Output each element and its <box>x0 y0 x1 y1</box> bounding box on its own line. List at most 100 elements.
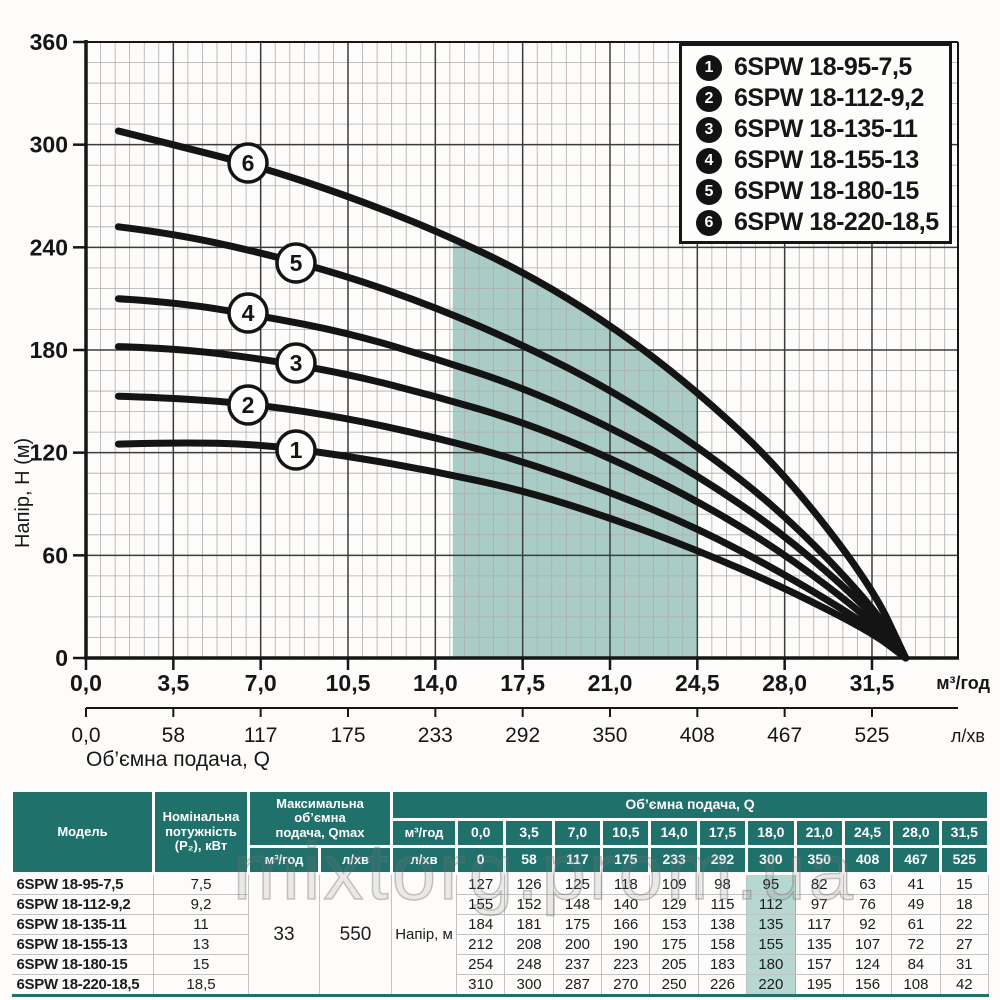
cell-qmax-lmin: 550 <box>318 873 393 996</box>
y-axis-title: Напір, H (м) <box>12 437 34 548</box>
cell-head-value: 140 <box>601 894 651 915</box>
cell-head-value: 82 <box>794 873 844 895</box>
x-tick-label-lmin: 292 <box>505 724 540 747</box>
curve-1 <box>114 439 910 662</box>
curve-3 <box>114 343 910 662</box>
legend-entry-2: 2 6SPW 18-112-9,2 <box>696 83 949 114</box>
x-tick-label-m3h: 21,0 <box>588 670 633 696</box>
header-flow-lmin-4: 233 <box>648 845 700 875</box>
svg-text:3: 3 <box>290 350 303 376</box>
cell-head-value: 42 <box>939 974 990 996</box>
x-tick-label-m3h: 24,5 <box>675 670 720 696</box>
cell-head-value: 31 <box>939 954 990 975</box>
cell-head-value: 180 <box>746 954 796 975</box>
cell-head-value: 138 <box>697 914 748 935</box>
cell-model: 6SPW 18-220-18,5 <box>11 974 154 996</box>
x-tick-label-m3h: 17,5 <box>500 670 545 696</box>
spec-table: Модель Номінальна потужність (P₂), кВт Макси… <box>10 789 991 997</box>
y-tick-label: 0 <box>55 645 68 671</box>
header-flow-m3h-1: 3,5 <box>503 818 555 848</box>
legend-label: 6SPW 18-220-18,5 <box>734 208 939 236</box>
cell-model: 6SPW 18-95-7,5 <box>11 873 154 895</box>
cell-head-value: 248 <box>504 954 554 975</box>
cell-head-value: 166 <box>601 914 651 935</box>
header-qmax-unit-m3h: м³/год <box>247 845 321 875</box>
x-tick-label-m3h: 3,5 <box>157 670 189 696</box>
pump-curves: 6 5 4 3 2 1 <box>114 127 910 662</box>
cell-head-value: 49 <box>891 894 941 915</box>
curve-marker-4: 4 <box>227 292 269 334</box>
header-model: Модель <box>10 789 155 875</box>
cell-head-value: 181 <box>504 914 554 935</box>
cell-head-value: 226 <box>697 974 748 996</box>
cell-head-value: 108 <box>891 974 941 996</box>
cell-head-value: 184 <box>456 914 506 935</box>
table-row: 6SPW 18-220-18,5 18,5 310 300 287 270 250 226 22… <box>11 974 990 996</box>
cell-head-value: 129 <box>649 894 699 915</box>
cell-head-value: 115 <box>697 894 748 915</box>
header-power: Номінальна потужність (P₂), кВт <box>152 789 250 875</box>
header-flow-m3h-8: 24,5 <box>841 818 894 848</box>
cell-head-value: 153 <box>649 914 699 935</box>
cell-power: 11 <box>153 914 249 935</box>
cell-head-value: 124 <box>842 954 893 975</box>
cell-head-value: 200 <box>552 934 603 955</box>
cell-head-value: 109 <box>649 873 699 895</box>
x-tick-label-m3h: 28,0 <box>762 670 807 696</box>
cell-model: 6SPW 18-155-13 <box>11 934 154 955</box>
table-row: 6SPW 18-180-15 15 254 248 237 223 205 183 180 157… <box>11 954 990 975</box>
cell-power: 18,5 <box>153 974 249 996</box>
legend-label: 6SPW 18-95-7,5 <box>734 53 912 81</box>
cell-head-value: 175 <box>649 934 699 955</box>
cell-head-value: 72 <box>891 934 941 955</box>
cell-model: 6SPW 18-180-15 <box>11 954 154 975</box>
cell-head-value: 156 <box>842 974 893 996</box>
header-flow-m3h-5: 17,5 <box>696 818 749 848</box>
header-flow-m3h-7: 21,0 <box>793 818 845 848</box>
legend-label: 6SPW 18-155-13 <box>734 146 919 174</box>
x-tick-label-lmin: 175 <box>330 724 365 747</box>
cell-head-value: 270 <box>601 974 651 996</box>
legend-bullet-icon: 1 <box>696 54 722 81</box>
legend-bullet-icon: 5 <box>696 178 722 205</box>
cell-head-value: 118 <box>601 873 651 895</box>
cell-head-value: 157 <box>794 954 844 975</box>
cell-head-value: 208 <box>504 934 554 955</box>
cell-head-value: 126 <box>504 873 554 895</box>
cell-head-value: 135 <box>746 914 796 935</box>
cell-power: 9,2 <box>153 894 249 915</box>
cell-head-value: 250 <box>649 974 699 996</box>
svg-text:4: 4 <box>242 300 255 326</box>
cell-head-value: 63 <box>842 873 893 895</box>
table-row: 6SPW 18-135-11 11 184 181 175 166 153 138 135 117… <box>11 914 990 935</box>
table-row: 6SPW 18-155-13 13 212 208 200 190 175 158 155 135… <box>11 934 990 955</box>
header-flow-lmin-7: 350 <box>793 845 845 875</box>
curve-marker-1: 1 <box>275 429 317 471</box>
curve-marker-2: 2 <box>227 384 269 426</box>
cell-power: 13 <box>153 934 249 955</box>
legend-label: 6SPW 18-112-9,2 <box>734 84 924 112</box>
x-tick-label-m3h: 7,0 <box>245 670 277 696</box>
x-tick-label-m3h: 31,5 <box>850 670 895 696</box>
cell-head-value: 117 <box>794 914 844 935</box>
cell-head-value: 195 <box>794 974 844 996</box>
cell-power: 7,5 <box>153 873 249 895</box>
legend-bullet-icon: 3 <box>696 116 722 143</box>
x-tick-label-lmin: 467 <box>767 724 802 747</box>
cell-head-value: 76 <box>842 894 893 915</box>
y-tick-label: 240 <box>30 234 68 260</box>
x-axis-unit-m3h: м³/год <box>936 673 990 693</box>
cell-head-value: 95 <box>746 873 796 895</box>
legend-entry-1: 1 6SPW 18-95-7,5 <box>696 52 949 83</box>
header-flow-lmin-5: 292 <box>696 845 749 875</box>
cell-head-value: 92 <box>842 914 893 935</box>
header-flow-m3h-10: 31,5 <box>938 818 991 848</box>
cell-head-label: Напір, м <box>391 873 458 996</box>
chart-legend: 1 6SPW 18-95-7,5 2 6SPW 18-112-9,2 3 6SPW 18-… <box>679 43 952 244</box>
cell-model: 6SPW 18-135-11 <box>11 914 154 935</box>
header-flow-m3h-0: 0,0 <box>455 818 507 848</box>
x-tick-label-lmin: 525 <box>854 724 889 747</box>
table-row: 6SPW 18-112-9,2 9,2 155 152 148 140 129 115 112 9… <box>11 894 990 915</box>
